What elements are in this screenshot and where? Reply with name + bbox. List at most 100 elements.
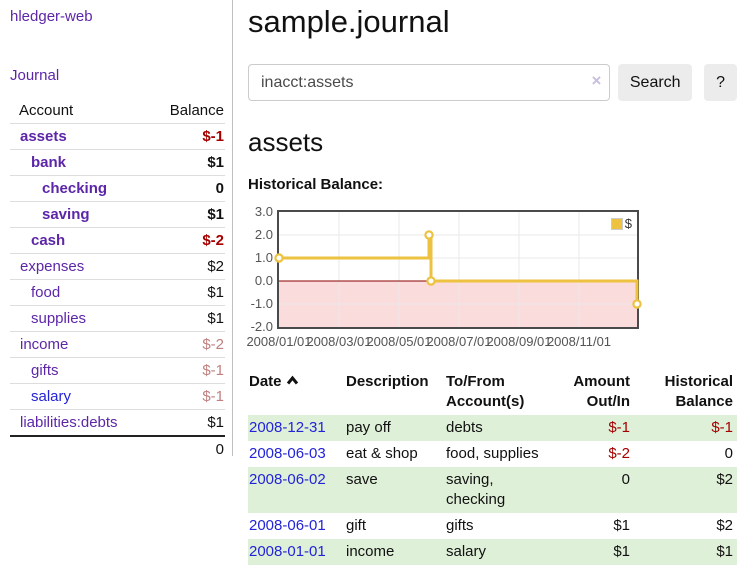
transaction-date-link[interactable]: 2008-01-01 xyxy=(249,543,326,560)
account-link[interactable]: liabilities:debts xyxy=(20,414,118,431)
transaction-row: 2008-12-31 pay off debts $-1 $-1 xyxy=(248,415,737,441)
account-link[interactable]: supplies xyxy=(31,310,87,327)
account-link[interactable]: expenses xyxy=(20,258,85,275)
account-link[interactable]: checking xyxy=(42,180,108,197)
y-axis-tick-label: 0.0 xyxy=(254,273,273,288)
transaction-balance: $-1 xyxy=(640,415,737,441)
account-balance: $-2 xyxy=(152,331,225,358)
register-header-amount: Amount Out/In xyxy=(573,373,630,410)
account-link[interactable]: food xyxy=(31,284,61,301)
clear-search-icon[interactable]: × xyxy=(591,71,602,90)
account-link[interactable]: bank xyxy=(31,154,67,171)
register-header-description: Description xyxy=(346,373,429,390)
x-axis-tick-label: 2008/03/01 xyxy=(306,334,372,349)
search-box: × xyxy=(248,64,611,101)
transaction-accounts: debts xyxy=(445,415,565,441)
sidebar: hledger-web Journal Account Balance asse… xyxy=(0,0,233,462)
main-content: sample.journal × Search ? assets Histori… xyxy=(246,0,737,565)
legend-label: $ xyxy=(624,216,632,231)
transaction-date-link[interactable]: 2008-06-01 xyxy=(249,517,326,534)
account-balance: $-1 xyxy=(152,357,225,384)
account-balance: $-1 xyxy=(152,123,225,150)
register-header-date[interactable]: Date xyxy=(248,369,345,415)
accounts-header-account: Account xyxy=(19,102,74,119)
account-balance: $-1 xyxy=(152,383,225,410)
register-table: Date Description To/From Account(s) Amou… xyxy=(248,369,737,565)
y-axis-tick-label: -1.0 xyxy=(250,296,273,311)
account-balance: $1 xyxy=(152,409,225,436)
balance-chart: $ 3.0 2.0 1.0 0.0 -1.0 -2.0 2008/01/01 2008/03/… xyxy=(246,202,737,352)
transaction-description: eat & shop xyxy=(346,445,418,462)
transaction-date-link[interactable]: 2008-06-03 xyxy=(249,445,326,462)
account-balance: $1 xyxy=(152,279,225,306)
transaction-date-link[interactable]: 2008-12-31 xyxy=(249,419,326,436)
account-row: salary $-1 xyxy=(10,383,225,410)
chevron-up-icon xyxy=(286,372,299,392)
transaction-accounts: food, supplies xyxy=(446,445,539,462)
search-input[interactable] xyxy=(248,64,611,101)
account-row: checking 0 xyxy=(10,175,225,202)
account-balance: $-2 xyxy=(152,227,225,254)
transaction-description: save xyxy=(345,467,445,513)
account-row: saving $1 xyxy=(10,201,225,228)
page-title: sample.journal xyxy=(248,4,450,39)
transaction-description: gift xyxy=(346,517,367,534)
y-axis-tick-label: -2.0 xyxy=(250,319,273,334)
search-form: × Search ? xyxy=(248,64,737,101)
help-button[interactable]: ? xyxy=(704,64,737,101)
account-link[interactable]: salary xyxy=(31,388,72,405)
account-balance: $1 xyxy=(152,149,225,176)
chart-legend: $ xyxy=(608,215,634,232)
y-axis-tick-label: 3.0 xyxy=(254,204,273,219)
accounts-header-balance: Balance xyxy=(169,102,224,119)
search-button[interactable]: Search xyxy=(618,64,693,101)
accounts-total-balance: 0 xyxy=(152,435,225,462)
y-axis-tick-label: 1.0 xyxy=(254,250,273,265)
legend-swatch-icon xyxy=(610,217,623,230)
account-row: income $-2 xyxy=(10,331,225,358)
transaction-amount: $1 xyxy=(613,517,630,534)
transaction-row: 2008-06-02 save saving, checking 0 $2 xyxy=(248,467,737,513)
app-title-link[interactable]: hledger-web xyxy=(10,8,93,25)
transaction-row: 2008-01-01 income salary $1 $1 xyxy=(248,539,737,565)
y-axis-tick-label: 2.0 xyxy=(254,227,273,242)
transaction-amount: 0 xyxy=(565,467,640,513)
transaction-date-link[interactable]: 2008-06-02 xyxy=(249,471,326,488)
register-header-accounts: To/From Account(s) xyxy=(446,373,525,410)
transaction-row: 2008-06-01 gift gifts $1 $2 xyxy=(248,513,737,539)
accounts-total-row: 0 xyxy=(10,435,225,462)
account-row: gifts $-1 xyxy=(10,357,225,384)
accounts-table-header: Account Balance xyxy=(10,98,225,124)
account-row: bank $1 xyxy=(10,149,225,176)
transaction-accounts: gifts xyxy=(446,517,474,534)
transaction-balance: $1 xyxy=(640,539,737,565)
account-balance: 0 xyxy=(152,175,225,202)
accounts-table: Account Balance assets $-1 bank $1 check… xyxy=(10,98,225,462)
x-axis-tick-label: 2008/11/01 xyxy=(546,334,612,349)
account-link[interactable]: income xyxy=(20,336,69,353)
transaction-accounts: saving, checking xyxy=(445,467,565,513)
transaction-balance: $2 xyxy=(640,467,737,513)
account-link[interactable]: gifts xyxy=(31,362,59,379)
account-balance: $1 xyxy=(152,201,225,228)
transaction-balance: $2 xyxy=(716,517,733,534)
account-row: liabilities:debts $1 xyxy=(10,409,225,436)
account-row: supplies $1 xyxy=(10,305,225,332)
account-row: assets $-1 xyxy=(10,123,225,150)
transaction-amount: $-1 xyxy=(565,415,640,441)
account-row: expenses $2 xyxy=(10,253,225,280)
chart-canvas xyxy=(274,212,642,327)
transaction-accounts: salary xyxy=(445,539,565,565)
account-row: cash $-2 xyxy=(10,227,225,254)
account-balance: $2 xyxy=(152,253,225,280)
transaction-row: 2008-06-03 eat & shop food, supplies $-2… xyxy=(248,441,737,467)
sidebar-item-journal[interactable]: Journal xyxy=(10,67,60,84)
account-link[interactable]: saving xyxy=(42,206,90,223)
account-link[interactable]: cash xyxy=(31,232,66,249)
account-link[interactable]: assets xyxy=(20,128,67,145)
account-balance: $1 xyxy=(152,305,225,332)
register-table-body: 2008-12-31 pay off debts $-1 $-1 2008-06… xyxy=(248,415,737,565)
x-axis-tick-label: 2008/05/01 xyxy=(366,334,432,349)
transaction-amount: $1 xyxy=(565,539,640,565)
account-heading: assets xyxy=(248,127,324,157)
